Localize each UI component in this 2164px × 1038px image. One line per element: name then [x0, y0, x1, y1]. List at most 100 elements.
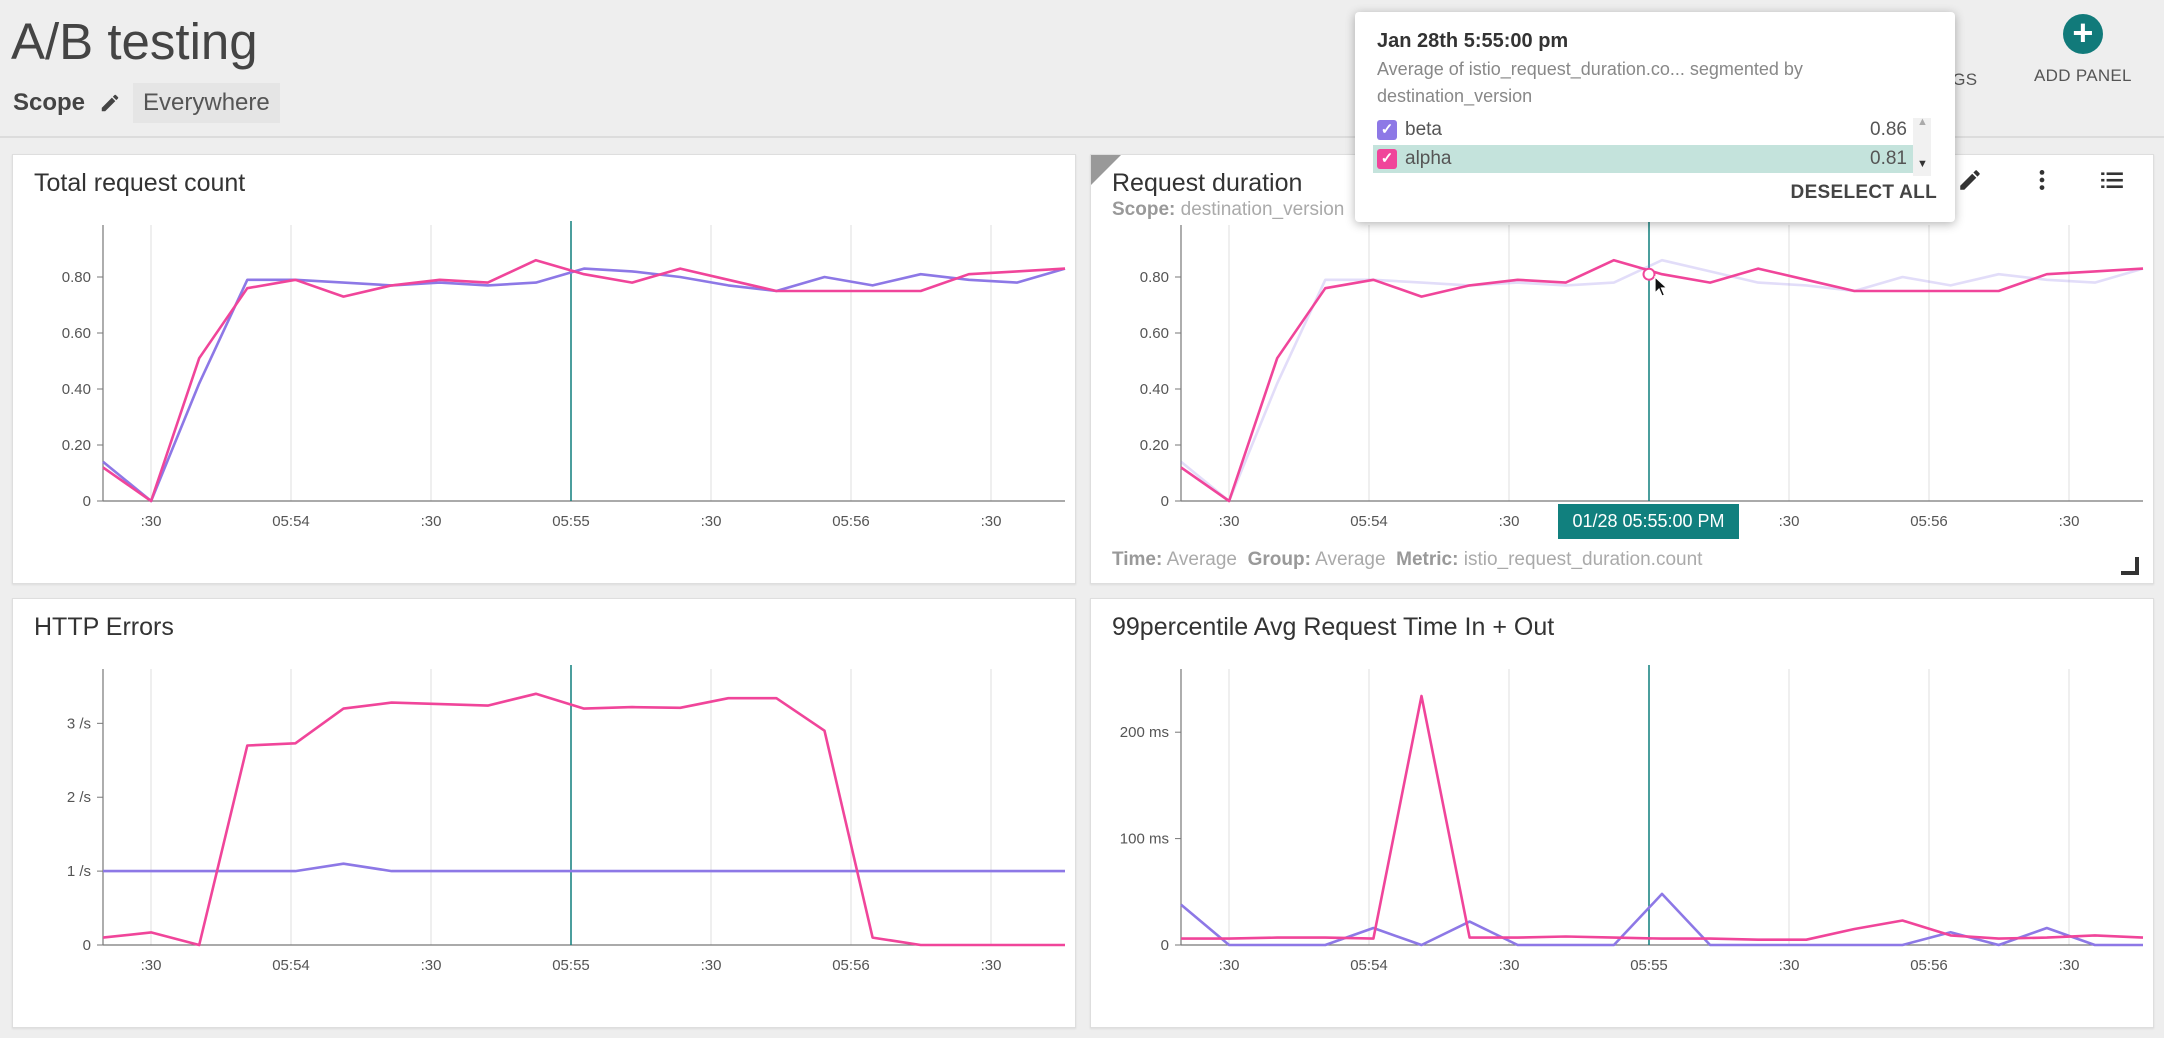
- y-tick-label: 0: [83, 493, 91, 510]
- deselect-all-button[interactable]: DESELECT ALL: [1790, 182, 1937, 203]
- panel-99percentile[interactable]: 99percentile Avg Request Time In + Out :…: [1090, 598, 2154, 1028]
- x-tick-label: :30: [1499, 513, 1520, 530]
- panel-title: HTTP Errors: [34, 613, 174, 641]
- x-tick-label: 05:55: [552, 957, 590, 974]
- group-value: Average: [1315, 549, 1386, 570]
- y-tick-label: 0.40: [62, 381, 91, 398]
- series-line-alpha: [102, 258, 1066, 503]
- total-request-count-chart[interactable]: :30 05:54:30 05:55:30 05:56:30 0 0.20 0.40 0.60…: [13, 155, 1076, 584]
- x-tick-label: 05:54: [1350, 513, 1388, 530]
- checkbox-alpha-icon[interactable]: ✓: [1377, 149, 1397, 169]
- panel-title: Total request count: [34, 169, 246, 197]
- more-vertical-icon[interactable]: [2029, 167, 2055, 193]
- series-name: alpha: [1405, 148, 1452, 169]
- y-tick-label: 0: [1161, 493, 1169, 510]
- resize-handle-icon[interactable]: [2121, 557, 2139, 575]
- add-icon: +: [2062, 14, 2103, 54]
- x-tick-label: :30: [1219, 513, 1240, 530]
- y-tick-label: 0: [1161, 937, 1169, 954]
- time-label: Time:: [1112, 549, 1163, 570]
- tooltip-row-beta[interactable]: ✓ beta 0.86: [1373, 116, 1913, 144]
- y-tick-label: 0.80: [1140, 269, 1169, 286]
- group-label: Group:: [1247, 549, 1311, 570]
- tooltip-description: Average of istio_request_duration.co... …: [1377, 59, 1803, 106]
- x-tick-label: 05:54: [272, 513, 310, 530]
- x-tick-label: 05:56: [1910, 513, 1948, 530]
- y-tick-label: 0.20: [1140, 437, 1169, 454]
- panel-title: 99percentile Avg Request Time In + Out: [1112, 613, 1555, 641]
- x-tick-label: 05:55: [1630, 957, 1668, 974]
- panel-footer: Time: Average Group: Average Metric: ist…: [1112, 549, 1702, 571]
- series-line-beta: [1180, 258, 2144, 503]
- series-line-beta: [102, 267, 1066, 503]
- metric-label: Metric:: [1396, 549, 1459, 570]
- list-icon[interactable]: [2099, 167, 2125, 193]
- series-value: 0.86: [1870, 119, 1907, 140]
- y-tick-label: 0.60: [1140, 325, 1169, 342]
- metric-value: istio_request_duration.count: [1463, 549, 1703, 570]
- x-tick-label: :30: [981, 957, 1002, 974]
- request-duration-chart[interactable]: :3005:54:3005:55:3005:56:3000.200.400.60…: [1091, 155, 2154, 584]
- x-tick-label: :30: [1779, 513, 1800, 530]
- add-panel-button[interactable]: + ADD PANEL: [2034, 14, 2132, 86]
- x-tick-label: 05:56: [832, 957, 870, 974]
- scope-value[interactable]: Everywhere: [133, 83, 280, 123]
- x-tick-label: 05:54: [1350, 957, 1388, 974]
- series-line-alpha: [102, 692, 1065, 947]
- hover-tooltip: Jan 28th 5:55:00 pm Average of istio_req…: [1355, 12, 1955, 222]
- y-tick-label: 0.20: [62, 437, 91, 454]
- checkbox-beta-icon[interactable]: ✓: [1377, 120, 1397, 140]
- y-tick-label: 0.40: [1140, 381, 1169, 398]
- corner-flag-icon: [1091, 155, 1121, 185]
- series-line-alpha: [1181, 694, 2144, 942]
- y-tick-label: 0.80: [62, 269, 91, 286]
- y-tick-label: 1 /s: [67, 863, 91, 880]
- panel-scope-value: destination_version: [1180, 199, 1345, 220]
- scroll-down-icon[interactable]: ▼: [1917, 158, 1928, 170]
- crosshair-time-badge: 01/28 05:55:00 PM: [1558, 504, 1739, 539]
- time-value: Average: [1166, 549, 1238, 570]
- p99-request-time-chart[interactable]: :30 05:54 :30 05:55 :30 05:56 :30 0 100 ms 200 ms: [1091, 599, 2154, 1028]
- scope-row: Scope Everywhere: [13, 83, 280, 123]
- y-tick-label: 100 ms: [1120, 831, 1169, 848]
- tooltip-row-alpha[interactable]: ✓ alpha 0.81: [1373, 145, 1913, 173]
- y-tick-label: 3 /s: [67, 715, 91, 732]
- pencil-icon[interactable]: [99, 92, 121, 114]
- y-tick-label: 0.60: [62, 325, 91, 342]
- panel-http-errors[interactable]: HTTP Errors :30 05:54 :30 05:55 :30 05:56 :30 0…: [12, 598, 1076, 1028]
- x-tick-label: :30: [141, 513, 162, 530]
- x-tick-label: :30: [701, 957, 722, 974]
- x-tick-label: 05:54: [272, 957, 310, 974]
- x-tick-label: 05:55: [552, 513, 590, 530]
- x-tick-label: :30: [2059, 957, 2080, 974]
- x-tick-label: :30: [1499, 957, 1520, 974]
- x-tick-label: :30: [981, 513, 1002, 530]
- tooltip-scrollbar[interactable]: ▲ ▼: [1913, 116, 1931, 176]
- x-tick-label: 05:56: [1910, 957, 1948, 974]
- scroll-up-icon[interactable]: ▲: [1917, 116, 1928, 128]
- x-tick-label: :30: [1779, 957, 1800, 974]
- mouse-cursor-icon: [1654, 276, 1669, 297]
- x-tick-label: :30: [421, 957, 442, 974]
- hover-point-marker: [1642, 267, 1656, 281]
- x-tick-label: :30: [1219, 957, 1240, 974]
- edit-pencil-icon[interactable]: [1957, 167, 1983, 193]
- x-tick-label: 05:56: [832, 513, 870, 530]
- panel-title: Request duration: [1112, 169, 1303, 197]
- y-tick-label: 2 /s: [67, 789, 91, 806]
- panel-scope-label: Scope:: [1112, 199, 1176, 220]
- x-tick-label: :30: [421, 513, 442, 530]
- series-line-beta: [1180, 892, 2143, 947]
- y-tick-label: 200 ms: [1120, 724, 1169, 741]
- x-tick-label: :30: [2059, 513, 2080, 530]
- panel-toolbar: [1957, 167, 2125, 193]
- y-tick-label: 0: [83, 937, 91, 954]
- x-tick-label: :30: [141, 957, 162, 974]
- panel-scope: Scope: destination_version: [1112, 199, 1344, 221]
- panel-total-request-count[interactable]: Total request count :30 05:54 :30 05:55 :30 0…: [12, 154, 1076, 584]
- http-errors-chart[interactable]: :30 05:54 :30 05:55 :30 05:56 :30 0 1 /s 2 /s 3 /s: [13, 599, 1076, 1028]
- series-line-alpha: [1180, 258, 2144, 503]
- tooltip-title: Jan 28th 5:55:00 pm: [1377, 30, 1569, 52]
- page-title: A/B testing: [11, 13, 258, 70]
- series-value: 0.81: [1870, 148, 1907, 169]
